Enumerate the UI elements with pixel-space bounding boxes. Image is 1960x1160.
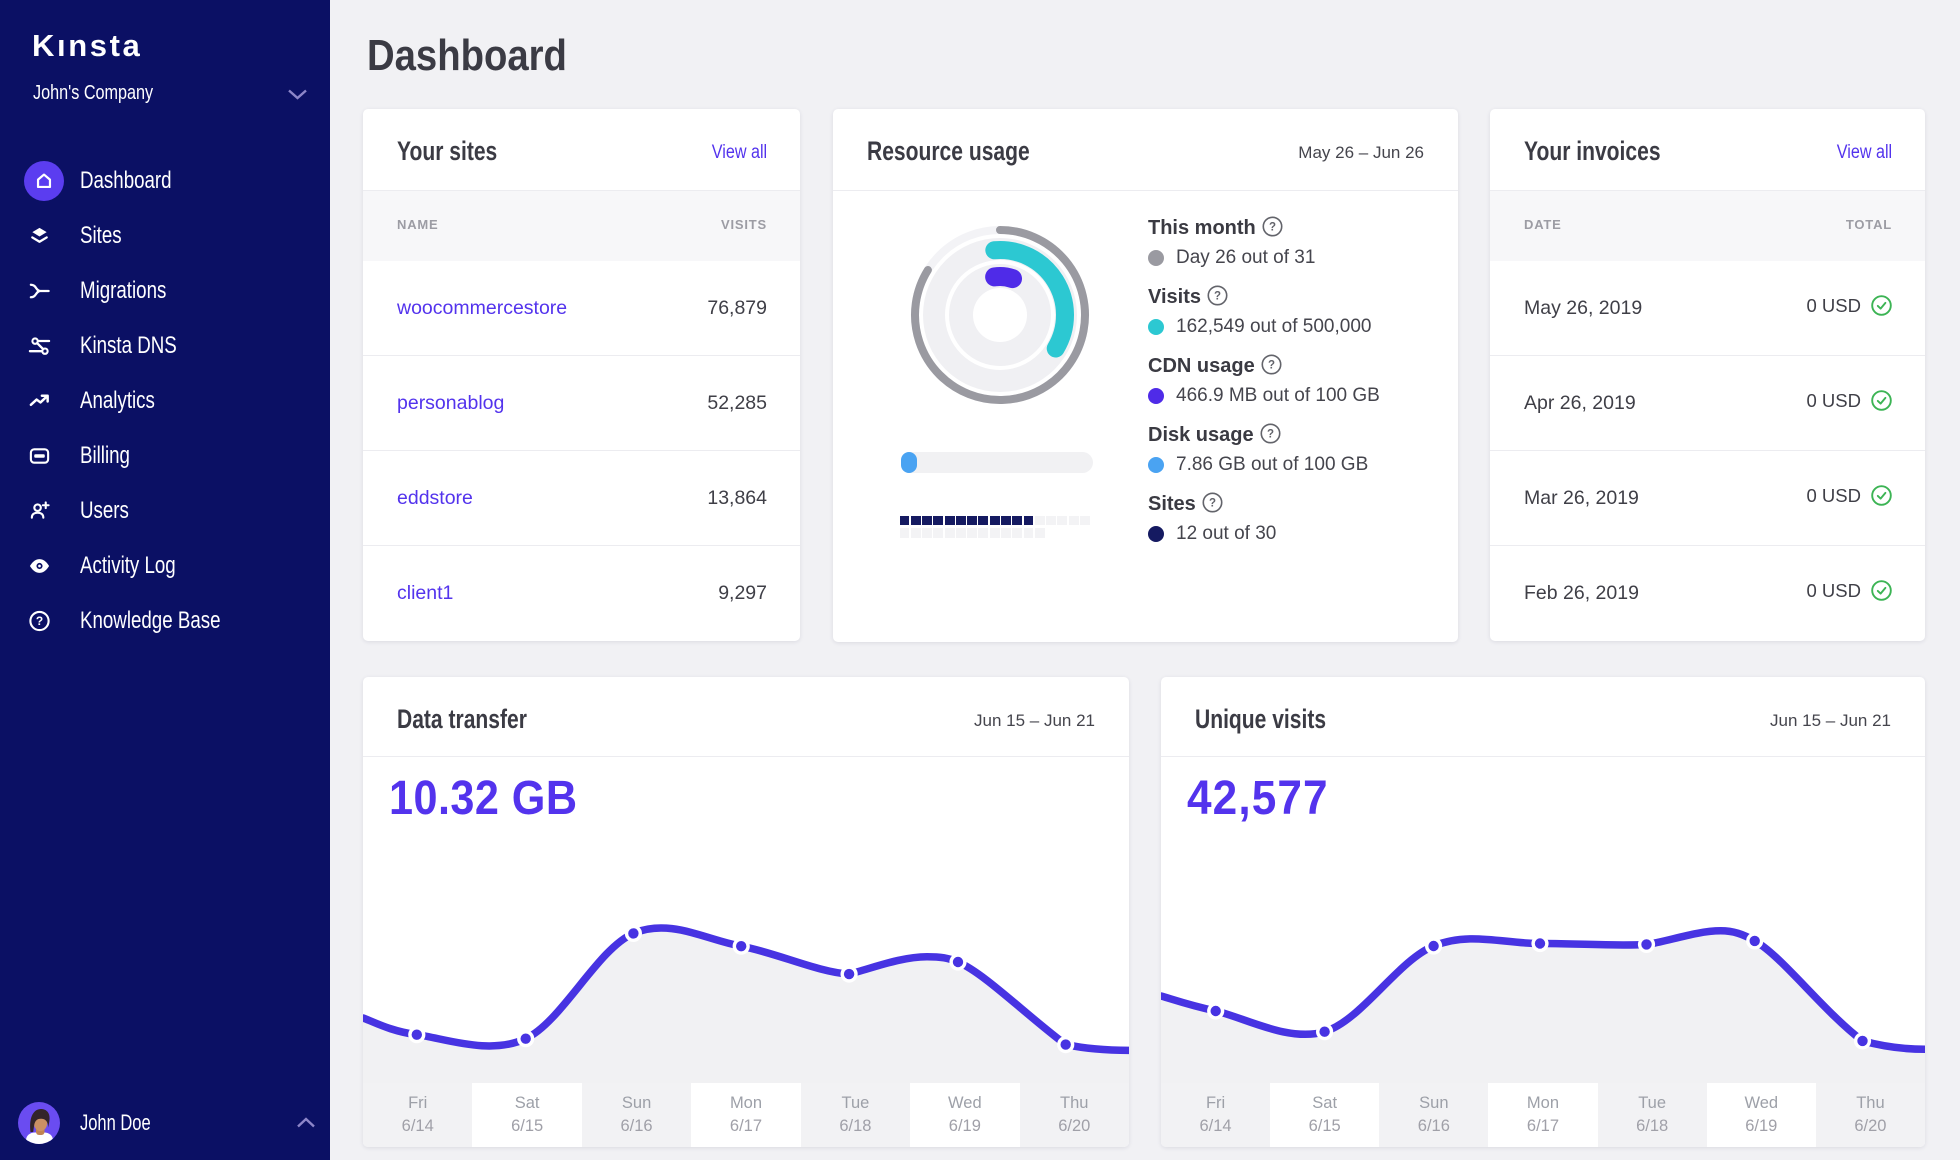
svg-text:?: ? [1214,291,1221,303]
svg-text:?: ? [1269,222,1276,234]
svg-text:?: ? [1267,429,1274,441]
svg-text:?: ? [1209,498,1216,510]
svg-text:?: ? [1268,360,1275,372]
svg-text:?: ? [36,614,43,628]
